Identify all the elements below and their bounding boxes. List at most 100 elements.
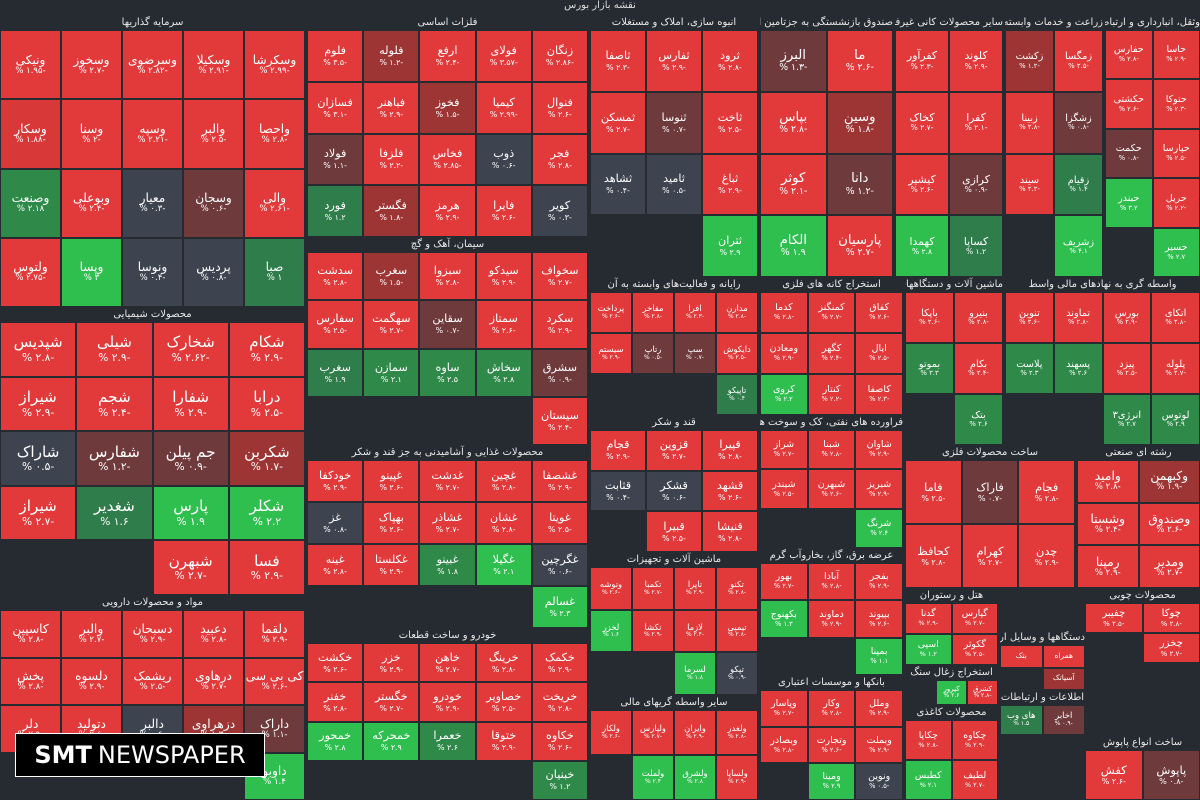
stock-change: -۲.۵ % <box>548 524 572 534</box>
stock-name: زنگان <box>546 43 574 57</box>
stock-tile: صبا ۱ % <box>244 237 305 307</box>
stock-tile: خزر -۲.۹ % <box>363 643 420 683</box>
stock-name: زقیام <box>1067 174 1090 186</box>
stock-change: ۱.۲ % <box>965 246 987 256</box>
stock-tile: بهور -۲.۷ % <box>760 563 808 601</box>
sector-title: ساخت محصولات فلزی <box>942 447 1038 458</box>
stock-tile: لخزر ۱.۶ % <box>590 609 632 653</box>
stock-name: ومینا <box>822 771 841 783</box>
stock-tile: زمگسا -۲.۵ % <box>1054 30 1103 92</box>
stock-change: -۱.۵ % <box>435 109 460 119</box>
stock-name: وسکار <box>14 121 47 136</box>
stock-name: کاصفا <box>867 384 891 396</box>
stock-change: -۰.۹ % <box>548 374 572 384</box>
stock-change: ۲.۱ % <box>380 374 402 384</box>
stock-tile: تکمبا -۲.۷ % <box>632 567 674 610</box>
stock-change: ۱.۳ % <box>774 619 793 628</box>
stock-change: -۲.۹ % <box>78 682 105 693</box>
stock-name: پارسیان <box>838 233 882 249</box>
stock-name: خاهن <box>435 650 460 664</box>
stock-tile: ما -۲.۶ % <box>826 30 893 92</box>
stock-name: اخابر <box>1055 710 1073 721</box>
sector: قند و شکر قپیرا -۲.۸ % قزوین -۲.۷ % قجام -۲.۹ … <box>590 415 758 552</box>
stock-name: قبیرا <box>663 519 685 533</box>
stock-change: -۲.۶۲ % <box>171 350 210 364</box>
sector-title: استخراج زغال سنگ <box>910 667 993 678</box>
stock-name: وسخوز <box>73 52 110 67</box>
stock-change: -۳.۵۷ % <box>489 57 518 67</box>
stock-name: معیار <box>139 191 166 206</box>
stock-tile: ثشاهد -۰.۴ % <box>590 153 646 216</box>
stock-change: -۰.۹ % <box>727 674 747 682</box>
stock-name: وبصادر <box>770 734 798 746</box>
stock-change: ۱.۲ % <box>324 213 346 223</box>
sector-title: خودرو و ساخت قطعات <box>398 630 497 641</box>
sector-title: واسطه گری به نهادهای مالی واسط <box>1028 279 1177 290</box>
stock-change: -۲.۶ % <box>910 185 934 195</box>
stock-tile: وشستا -۲.۴ % <box>1077 502 1139 546</box>
stock-name: لخزر <box>602 621 620 632</box>
stock-tile: غگیلا ۲.۱ % <box>475 544 532 586</box>
stock-tile: کطبس ۲.۱ % <box>905 760 952 800</box>
stock-tile: فورد ۱.۲ % <box>307 185 364 237</box>
stock-change: ۱.۶ % <box>100 514 129 528</box>
stock-tile: البرز -۱.۳ % <box>760 30 827 92</box>
stock-tile: حکشتی -۲.۶ % <box>1105 79 1153 129</box>
stock-name: سغرب <box>319 360 351 374</box>
stock-name: زشریف <box>1062 236 1095 248</box>
stock-tile: خکاوه -۲.۶ % <box>531 721 588 761</box>
stock-change: -۲.۵ % <box>200 134 227 145</box>
stock-name: رمپنا <box>1095 554 1120 569</box>
stock-name: کویر <box>549 199 571 213</box>
stock-change: -۰.۵ % <box>22 460 55 474</box>
sector: فلزات اساسی زنگان -۲.۸۶ % فولای -۳.۵۷ % ارفع -… <box>307 15 588 237</box>
stock-tile: ولکار -۲.۶ % <box>590 710 632 755</box>
stock-change: ۲.۴ % <box>645 777 661 785</box>
stock-change: -۲.۹ % <box>139 634 166 645</box>
stock-change: -۲.۶ % <box>601 588 621 596</box>
stock-change: -۲.۸۶ % <box>545 57 574 67</box>
stock-tile: هرمز -۲.۹ % <box>419 185 476 237</box>
stock-name: کهمدا <box>909 234 935 248</box>
stock-tile: ونوین -۰.۵ % <box>855 763 903 800</box>
stock-name: قشکر <box>660 479 688 493</box>
stock-tile: خریخت -۲.۸ % <box>531 682 588 722</box>
stock-tile: ذوب -۰.۶ % <box>475 133 532 186</box>
stock-tile: شپدیس -۲.۸ % <box>0 322 77 377</box>
stock-change: -۲.۶ % <box>869 619 890 628</box>
stock-name: غگرچین <box>541 553 579 567</box>
stock-change: -۲.۸ % <box>22 350 55 364</box>
sector-title: دستگاهها و وسایل ارتباطی <box>1000 632 1085 643</box>
stock-tile: کشرق -۲.۸ % <box>967 680 998 705</box>
stock-name: حتوکا <box>1165 93 1187 105</box>
stock-tile: فسا -۲.۹ % <box>228 540 305 595</box>
sector-title: محصولات شیمیایی <box>113 309 192 320</box>
stock-name: بتک <box>971 409 986 421</box>
stock-tile: فجر -۲.۸ % <box>531 133 588 186</box>
stock-name: حاسا <box>1166 44 1187 56</box>
stock-name: فایرا <box>493 199 515 213</box>
stock-name: قنیشا <box>717 519 743 533</box>
stock-tile: ثاخت -۲.۵ % <box>702 91 758 154</box>
stock-tile: زکشت -۱.۲ % <box>1005 30 1054 92</box>
stock-tile: انرژی۳ ۲.۷ % <box>1102 394 1152 445</box>
stock-change: -۱.۸۸ % <box>15 134 46 145</box>
stock-name: بکام <box>969 358 988 370</box>
stock-tile: آبادا -۲.۸ % <box>807 563 856 601</box>
stock-name: کطبس <box>914 769 942 781</box>
stock-tile: کفرا -۲.۱ % <box>949 91 1003 154</box>
stock-name: درابا <box>253 387 281 406</box>
stock-name: وملل <box>869 698 890 710</box>
stock-tile: وتوشه -۲.۶ % <box>590 567 632 610</box>
stock-change: -۰.۷ % <box>685 353 705 361</box>
stock-name: گکوثر <box>963 639 986 651</box>
stock-change: -۰.۶ % <box>548 566 572 576</box>
stock-tile: فلزفا -۲.۲ % <box>363 133 420 186</box>
sector: اطلاعات و ارتباطات اخابر -۰.۹ % های وب ۱.۵ % <box>1000 690 1085 735</box>
stock-tile: ولتوس -۲.۷۵ % <box>0 237 61 307</box>
stock-name: بورس <box>1114 307 1140 319</box>
stock-name: وبملت <box>866 734 892 746</box>
stock-change: -۲.۹ % <box>685 588 705 596</box>
stock-change: -۲.۹ % <box>1094 567 1121 578</box>
stock-change: -۲.۵ % <box>250 405 283 419</box>
